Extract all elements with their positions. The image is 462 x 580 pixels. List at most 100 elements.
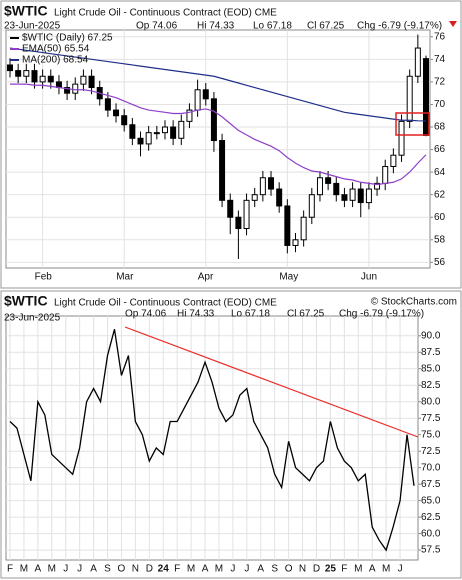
x-tick-label: A <box>90 564 97 575</box>
chart-title: $WTIC <box>4 293 48 309</box>
down-arrow <box>449 21 457 27</box>
candle-body <box>382 165 389 184</box>
candle-body <box>104 98 111 111</box>
x-tick-label: S <box>271 564 278 575</box>
x-tick-label: J <box>63 564 68 575</box>
x-tick-label: N <box>299 564 306 575</box>
y-tick-label: 68 <box>434 122 446 133</box>
ohlc-stat: Lo 67.18 <box>231 309 270 320</box>
ohlc-stat: Chg -6.79 (-9.17%) <box>357 21 442 32</box>
candle-body <box>316 177 323 196</box>
x-tick-label: S <box>104 564 111 575</box>
plot-area <box>5 315 419 561</box>
x-tick-label: J <box>230 564 235 575</box>
price-line <box>9 329 415 552</box>
ohlc-stat: Lo 67.18 <box>253 21 292 32</box>
y-tick-label: 56 <box>434 257 446 268</box>
chart-subtitle: Light Crude Oil - Continuous Contract (E… <box>54 8 277 19</box>
candle-body <box>23 70 30 77</box>
candle-body <box>129 124 136 139</box>
y-tick-label: 76 <box>434 31 446 42</box>
candle-body <box>365 188 372 204</box>
candle-body <box>219 140 226 201</box>
x-tick-label: A <box>257 564 264 575</box>
chart-title: $WTIC <box>4 3 48 19</box>
candle-body <box>325 177 332 184</box>
x-tick-label: J <box>77 564 82 575</box>
candle-body <box>276 188 283 207</box>
candle-body <box>259 177 266 196</box>
ohlc-stat: Hi 74.33 <box>177 309 215 320</box>
candle-body <box>170 126 177 139</box>
x-tick-label: N <box>132 564 139 575</box>
candle-body <box>251 194 258 201</box>
x-tick-label: Feb <box>35 272 53 283</box>
legend-label: $WTIC (Daily) 67.25 <box>22 33 113 44</box>
candle-body <box>423 58 429 136</box>
y-tick-label: 82.5 <box>421 380 441 391</box>
y-tick-label: 60.0 <box>421 528 441 539</box>
candle-body <box>292 239 299 246</box>
x-tick-label: O <box>118 564 126 575</box>
candle-body <box>186 109 193 122</box>
x-tick-label: 25 <box>325 564 337 575</box>
credit: © StockCharts.com <box>371 297 457 308</box>
candle-body <box>341 194 348 201</box>
candle-body <box>47 75 54 83</box>
y-tick-label: 65.0 <box>421 495 441 506</box>
candle-body <box>153 132 160 135</box>
x-tick-label: M <box>20 564 28 575</box>
indicator-line <box>9 47 427 122</box>
candle-body <box>15 70 22 77</box>
candle-body <box>88 75 95 89</box>
trend-line <box>124 326 419 438</box>
candle-body <box>357 188 364 204</box>
x-tick-label: Jun <box>361 272 377 283</box>
highlight-box <box>395 112 430 136</box>
y-tick-label: 85.0 <box>421 363 441 374</box>
y-tick-label: 70.0 <box>421 462 441 473</box>
candle-body <box>374 182 381 190</box>
y-tick-label: 66 <box>434 144 446 155</box>
x-tick-label: D <box>313 564 320 575</box>
legend-label: MA(200) 68.54 <box>22 55 89 66</box>
ohlc-stat: Op 74.06 <box>136 21 178 32</box>
candle-body <box>333 182 340 196</box>
y-tick-label: 58 <box>434 234 446 245</box>
x-tick-label: Apr <box>198 272 214 283</box>
candle-body <box>390 154 397 167</box>
ohlc-stat: Hi 74.33 <box>197 21 235 32</box>
y-tick-label: 72.5 <box>421 446 441 457</box>
candle-body <box>80 75 87 85</box>
x-tick-label: J <box>398 564 403 575</box>
x-tick-label: 24 <box>158 564 170 575</box>
candle-body <box>178 120 185 139</box>
ohlc-stat: Cl 67.25 <box>287 309 325 320</box>
x-tick-label: F <box>7 564 13 575</box>
candle-body <box>121 115 128 126</box>
candle-body <box>210 98 217 142</box>
candle-body <box>406 75 413 122</box>
y-tick-label: 90.0 <box>421 330 441 341</box>
y-tick-label: 72 <box>434 77 446 88</box>
y-tick-label: 75.0 <box>421 429 441 440</box>
indicator-line <box>10 83 427 186</box>
candle-body <box>137 137 144 145</box>
x-tick-label: M <box>187 564 195 575</box>
y-tick-label: 60 <box>434 212 446 223</box>
candle-body <box>31 70 38 83</box>
x-tick-label: A <box>202 564 209 575</box>
x-tick-label: M <box>354 564 362 575</box>
x-tick-label: M <box>382 564 390 575</box>
candle-body <box>243 199 250 230</box>
chart-date: 23-Jun-2025 <box>4 21 61 32</box>
x-tick-label: F <box>174 564 180 575</box>
ohlc-stat: Chg -6.79 (-9.17%) <box>339 309 424 320</box>
candle-body <box>202 89 209 100</box>
x-tick-label: O <box>285 564 293 575</box>
candle-body <box>414 47 421 77</box>
x-tick-label: A <box>35 564 42 575</box>
y-tick-label: 57.5 <box>421 545 441 556</box>
x-tick-label: M <box>215 564 223 575</box>
y-tick-label: 64 <box>434 167 446 178</box>
